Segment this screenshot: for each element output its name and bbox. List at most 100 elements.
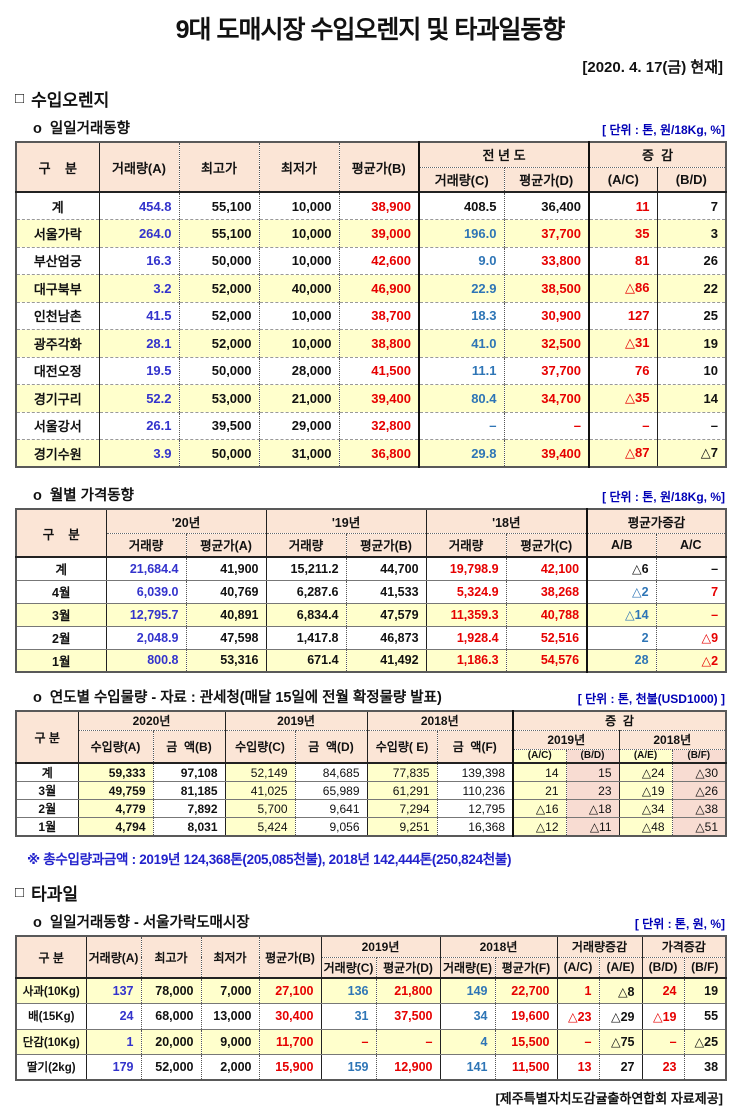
data-cell: 29.8 bbox=[418, 439, 504, 468]
row-label: 부산엄궁 bbox=[16, 247, 99, 275]
data-cell: 34,700 bbox=[503, 384, 590, 413]
data-cell: 21,684.4 bbox=[105, 557, 186, 581]
column-header: 거래량 bbox=[425, 533, 507, 558]
data-cell: 41,025 bbox=[224, 781, 295, 800]
unit-label: [ 단위 : 톤, 원/18Kg, %] bbox=[602, 123, 725, 137]
data-cell: 52,000 bbox=[140, 1054, 201, 1081]
data-cell: 41.5 bbox=[98, 302, 179, 330]
data-cell: △19 bbox=[618, 781, 672, 800]
data-cell: 44,700 bbox=[345, 557, 427, 581]
column-header: '20년 bbox=[105, 509, 267, 534]
row-label: 1월 bbox=[16, 817, 78, 837]
data-cell: 65,989 bbox=[294, 781, 367, 800]
data-cell: △34 bbox=[618, 799, 672, 818]
row-label: 경기구리 bbox=[16, 384, 99, 413]
data-cell: 408.5 bbox=[418, 192, 504, 220]
data-cell: 24 bbox=[85, 1003, 141, 1030]
column-header: 수입량(A) bbox=[77, 730, 153, 764]
data-cell: 33,800 bbox=[503, 247, 590, 275]
column-header: (A/C) bbox=[512, 749, 566, 764]
data-cell: △75 bbox=[598, 1029, 643, 1055]
data-cell: 110,236 bbox=[436, 781, 513, 800]
column-header: 거래량(A) bbox=[98, 142, 179, 193]
data-cell: 13 bbox=[556, 1054, 599, 1081]
row-label: 4월 bbox=[16, 580, 106, 604]
column-header: 거래량(E) bbox=[439, 957, 495, 979]
data-cell: – bbox=[503, 412, 590, 440]
data-cell: 22 bbox=[656, 274, 727, 303]
data-cell: 137 bbox=[85, 978, 141, 1004]
data-cell: 29,000 bbox=[258, 412, 339, 440]
data-cell: 36,400 bbox=[503, 192, 590, 220]
data-cell: 1,928.4 bbox=[425, 626, 507, 650]
table-row: 3월 12,795.7 40,891 6,834.4 47,579 11,359.3 40,… bbox=[16, 603, 727, 627]
data-cell: 19.5 bbox=[98, 357, 179, 385]
table-row: 3월 49,759 81,185 41,025 65,989 61,291 110,236 2… bbox=[16, 781, 726, 800]
section-label: 수입오렌지 bbox=[31, 91, 110, 110]
row-label: 대구북부 bbox=[16, 274, 99, 303]
data-cell: 149 bbox=[439, 978, 495, 1004]
column-header: 전 년 도 bbox=[417, 142, 590, 168]
row-label: 사과(10Kg) bbox=[16, 978, 86, 1004]
circle-bullet-icon: o bbox=[33, 915, 42, 931]
table-header-row: 구 분 2020년 2019년 2018년 증 감 bbox=[16, 711, 726, 764]
data-cell: 37,700 bbox=[503, 219, 590, 248]
data-cell: 31,000 bbox=[258, 439, 339, 468]
column-header: 2018년 bbox=[366, 711, 513, 731]
subsection-monthly-price: o 월별 가격동향 [ 단위 : 톤, 원/18Kg, %] bbox=[15, 484, 725, 505]
data-cell: 3.9 bbox=[98, 439, 179, 468]
column-header: 2019년 bbox=[224, 711, 367, 731]
column-header: 2018년 bbox=[439, 936, 557, 958]
data-cell: △25 bbox=[683, 1029, 727, 1055]
column-header: 금 액(B) bbox=[152, 730, 225, 764]
data-cell: 39,500 bbox=[178, 412, 259, 440]
data-cell: 21 bbox=[512, 781, 566, 800]
data-cell: △8 bbox=[598, 978, 643, 1004]
data-cell: – bbox=[375, 1029, 440, 1055]
subsection-text: 일일거래동향 - 서울가락도매시장 bbox=[49, 915, 250, 931]
data-cell: 4,794 bbox=[77, 817, 153, 837]
row-label: 계 bbox=[16, 557, 106, 581]
data-cell: 61,291 bbox=[366, 781, 437, 800]
subsection-daily-trade: o 일일거래동향 [ 단위 : 톤, 원/18Kg, %] bbox=[15, 117, 725, 138]
data-cell: △19 bbox=[641, 1003, 685, 1030]
data-cell: 159 bbox=[320, 1054, 376, 1081]
data-cell: 3.2 bbox=[98, 274, 179, 303]
data-cell: 1 bbox=[556, 978, 599, 1004]
data-cell: △7 bbox=[656, 439, 727, 468]
data-cell: 25 bbox=[656, 302, 727, 330]
data-cell: 47,579 bbox=[345, 603, 427, 627]
table-row: 부산엄궁 16.3 50,000 10,000 42,600 9.0 33,800 81 26 bbox=[16, 247, 727, 275]
column-header: 구 분 bbox=[16, 142, 99, 193]
orange-yearly-import-table: 구 분 2020년 2019년 2018년 증 감 수입량(A) 금 액(B) 수입량(C) 금… bbox=[15, 710, 727, 837]
data-cell: 1,417.8 bbox=[265, 626, 347, 650]
data-cell: 52.2 bbox=[98, 384, 179, 413]
row-label: 경기수원 bbox=[16, 439, 99, 468]
subsection-label: o 월별 가격동향 bbox=[15, 484, 134, 505]
data-cell: 28.1 bbox=[98, 329, 179, 358]
data-cell: 12,795 bbox=[436, 799, 513, 818]
data-cell: △2 bbox=[655, 649, 727, 673]
data-cell: 1,186.3 bbox=[425, 649, 507, 673]
column-header: (B/D) bbox=[656, 167, 727, 193]
column-header: 거래량(C) bbox=[418, 167, 504, 193]
data-cell: △14 bbox=[586, 603, 657, 627]
column-header: (A/E) bbox=[598, 957, 643, 979]
data-cell: △18 bbox=[565, 799, 619, 818]
data-cell: 42,600 bbox=[338, 247, 419, 275]
data-cell: – bbox=[656, 412, 727, 440]
data-cell: 27 bbox=[598, 1054, 643, 1081]
column-header: 2020년 bbox=[77, 711, 225, 731]
column-header: (A/E) bbox=[618, 749, 672, 764]
data-cell: △30 bbox=[671, 763, 726, 782]
data-cell: 46,873 bbox=[345, 626, 427, 650]
column-header: 거래량 bbox=[265, 533, 347, 558]
data-cell: 26 bbox=[656, 247, 727, 275]
table-header-row: 거래량(C) 평균가(D) 거래량(E) 평균가(F) (A/C) (A/E) (B/D)(… bbox=[16, 957, 727, 979]
column-header: 가격증감 bbox=[641, 936, 727, 958]
data-cell: 76 bbox=[588, 357, 658, 385]
row-label: 2월 bbox=[16, 626, 106, 650]
data-cell: 39,400 bbox=[503, 439, 590, 468]
